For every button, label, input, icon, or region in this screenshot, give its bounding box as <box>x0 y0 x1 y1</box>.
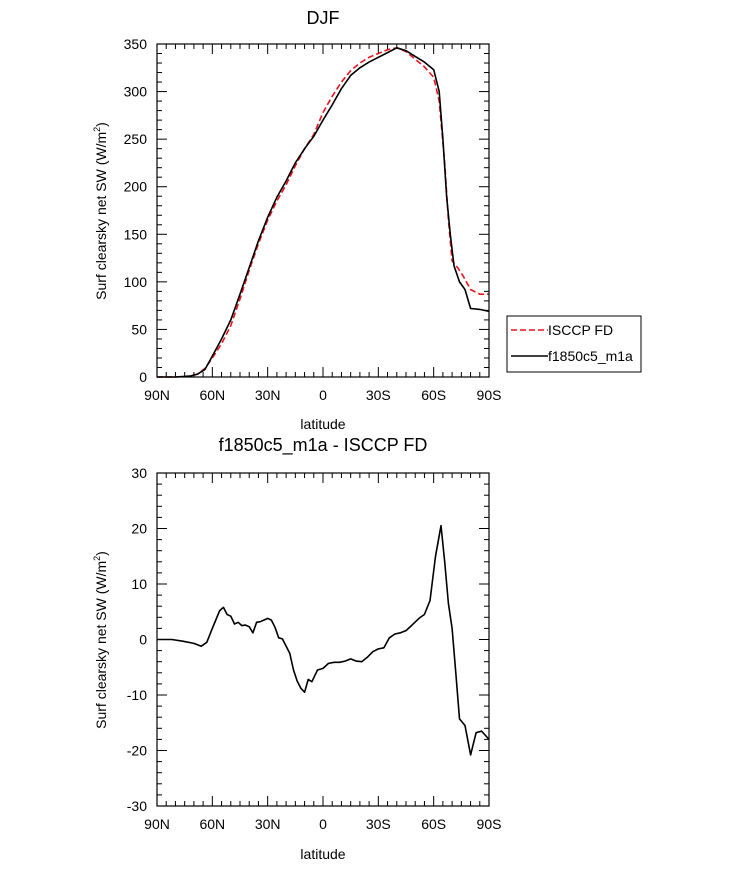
y-tick-label: 0 <box>139 369 147 385</box>
y-tick-label: -10 <box>127 687 147 703</box>
tick-label-layer: 90N 60N 30N 0 30S 60S 90S -30 -20 -10 0 10 20 30 <box>127 465 502 832</box>
x-tick-label: 90N <box>144 816 170 832</box>
x-tick-label: 30S <box>366 816 391 832</box>
y-tick-label: 200 <box>124 179 148 195</box>
y-tick-label: 20 <box>131 521 147 537</box>
x-axis-label: latitude <box>300 846 345 862</box>
tick-label-layer: 90N 60N 30N 0 30S 60S 90S 0 50 100 150 200 250 300 350 <box>124 36 502 403</box>
x-tick-label: 30S <box>366 387 391 403</box>
legend-label-model: f1850c5_m1a <box>548 348 633 364</box>
x-tick-label: 60N <box>199 387 225 403</box>
x-tick-label: 0 <box>319 816 327 832</box>
climatology-panel: DJF 90N 60N 30N 0 30S 60S 90S 0 50 100 150 200 250 30… <box>92 8 642 432</box>
x-axis-label: latitude <box>300 416 345 432</box>
y-tick-label: 50 <box>131 321 147 337</box>
legend: ISCCP FD f1850c5_m1a <box>506 315 642 373</box>
series-layer <box>157 524 490 756</box>
y-tick-label: 30 <box>131 465 147 481</box>
plot-frame <box>156 472 490 807</box>
series-layer <box>157 47 490 378</box>
y-axis-label: Surf clearsky net SW (W/m2) <box>92 551 109 729</box>
y-tick-label: 300 <box>124 84 148 100</box>
x-tick-label: 0 <box>319 387 327 403</box>
series-line-difference <box>157 524 490 756</box>
y-tick-label: -20 <box>127 743 147 759</box>
x-tick-label: 30N <box>255 816 281 832</box>
x-tick-label: 90S <box>477 816 502 832</box>
y-tick-label: -30 <box>127 798 147 814</box>
difference-panel: f1850c5_m1a - ISCCP FD 90N 60N 30N 0 30S 60S 9… <box>92 435 501 862</box>
x-tick-label: 60S <box>421 387 446 403</box>
x-tick-label: 60S <box>421 816 446 832</box>
tick-layer <box>156 472 490 807</box>
y-axis-label: Surf clearsky net SW (W/m2) <box>92 122 109 300</box>
x-tick-label: 60N <box>199 816 225 832</box>
legend-box <box>506 315 642 373</box>
panel-title: f1850c5_m1a - ISCCP FD <box>219 435 428 456</box>
series-line-f1850c5-m1a <box>157 47 490 378</box>
y-tick-label: 150 <box>124 226 148 242</box>
legend-label-isccp: ISCCP FD <box>548 322 613 338</box>
y-tick-label: 10 <box>131 576 147 592</box>
y-tick-label: 350 <box>124 36 148 52</box>
y-tick-label: 0 <box>139 632 147 648</box>
x-tick-label: 90S <box>477 387 502 403</box>
y-tick-label: 100 <box>124 274 148 290</box>
x-tick-label: 90N <box>144 387 170 403</box>
panel-title: DJF <box>307 8 340 28</box>
x-tick-label: 30N <box>255 387 281 403</box>
y-tick-label: 250 <box>124 131 148 147</box>
plot-frame <box>156 43 490 378</box>
